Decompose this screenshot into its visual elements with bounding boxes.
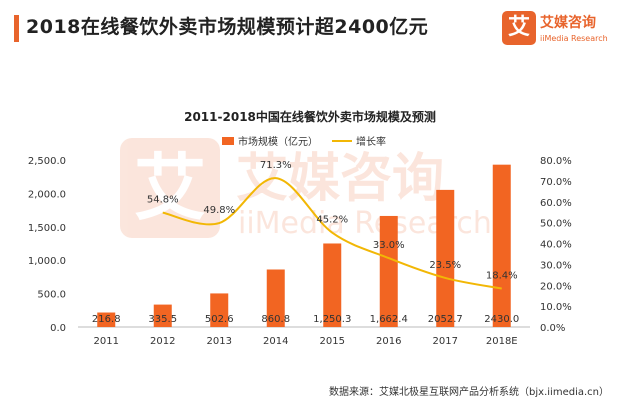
y-right-tick-label: 50.0%	[540, 219, 572, 230]
growth-rate-label: 23.5%	[429, 260, 461, 271]
y-left-tick-label: 2,000.0	[28, 189, 66, 200]
y-right-tick-label: 20.0%	[540, 281, 572, 292]
y-right-tick-label: 60.0%	[540, 198, 572, 209]
growth-rate-label: 54.8%	[147, 195, 179, 206]
bar-value-label: 1,662.4	[370, 314, 408, 325]
x-category-label: 2011	[94, 336, 119, 347]
bar-market-size	[210, 293, 229, 327]
growth-rate-label: 45.2%	[316, 215, 348, 226]
watermark: 艾 艾媒咨询 iiMedia Research	[120, 128, 510, 258]
bar-market-size	[436, 189, 455, 327]
bar-value-label: 860.8	[261, 314, 290, 325]
x-category-label: 2015	[320, 336, 345, 347]
bar-market-size	[379, 215, 398, 327]
bar-market-size	[266, 269, 285, 327]
y-left-tick-label: 1,000.0	[28, 256, 66, 267]
legend-bar-label: 市场规模（亿元）	[238, 135, 318, 148]
y-left-tick-label: 500.0	[37, 290, 66, 301]
growth-rate-label: 33.0%	[373, 240, 405, 251]
y-right-tick-label: 70.0%	[540, 177, 572, 188]
x-category-label: 2017	[433, 336, 458, 347]
bar-value-label: 502.6	[205, 314, 234, 325]
legend-line-label: 增长率	[356, 135, 386, 148]
line-growth-rate	[162, 177, 502, 290]
bar-value-label: 2052.7	[428, 314, 463, 325]
bar-market-size	[97, 312, 116, 327]
y-left-tick-label: 1,500.0	[28, 223, 66, 234]
growth-rate-label: 18.4%	[486, 271, 518, 282]
y-right-tick-label: 80.0%	[540, 156, 572, 167]
chart-title: 2011-2018中国在线餐饮外卖市场规模及预测	[184, 109, 436, 124]
growth-rate-label: 49.8%	[203, 205, 235, 216]
x-category-label: 2018E	[486, 336, 518, 347]
data-source: 数据来源：艾媒北极星互联网产品分析系统（bjx.iimedia.cn）	[329, 387, 609, 398]
y-left-tick-label: 2,500.0	[28, 156, 66, 167]
bar-value-label: 2430.0	[484, 314, 519, 325]
logo-subtitle: iiMedia Research	[540, 34, 608, 43]
bar-value-label: 335.5	[148, 314, 177, 325]
bar-value-label: 1,250.3	[313, 314, 351, 325]
growth-rate-label: 71.3%	[260, 160, 292, 171]
page-title: 2018在线餐饮外卖市场规模预计超2400亿元	[26, 16, 429, 38]
iimedia-logo: 艾 艾媒咨询 iiMedia Research	[502, 8, 612, 52]
x-category-label: 2016	[376, 336, 401, 347]
y-right-tick-label: 10.0%	[540, 302, 572, 313]
x-category-label: 2012	[150, 336, 175, 347]
bar-market-size	[323, 243, 342, 327]
y-right-tick-label: 40.0%	[540, 240, 572, 251]
x-category-label: 2014	[263, 336, 288, 347]
logo-name: 艾媒咨询	[540, 15, 596, 31]
bar-market-size	[492, 164, 511, 327]
y-right-tick-label: 0.0%	[540, 323, 565, 334]
x-category-label: 2013	[207, 336, 232, 347]
y-left-tick-label: 0.0	[50, 323, 66, 334]
y-right-tick-label: 30.0%	[540, 260, 572, 271]
bar-market-size	[153, 304, 172, 327]
logo-mark: 艾	[502, 11, 536, 45]
legend-bar-swatch	[222, 137, 234, 145]
watermark-mark: 艾	[120, 138, 220, 238]
bar-value-label: 216.8	[92, 314, 121, 325]
title-accent-bar	[14, 15, 19, 42]
